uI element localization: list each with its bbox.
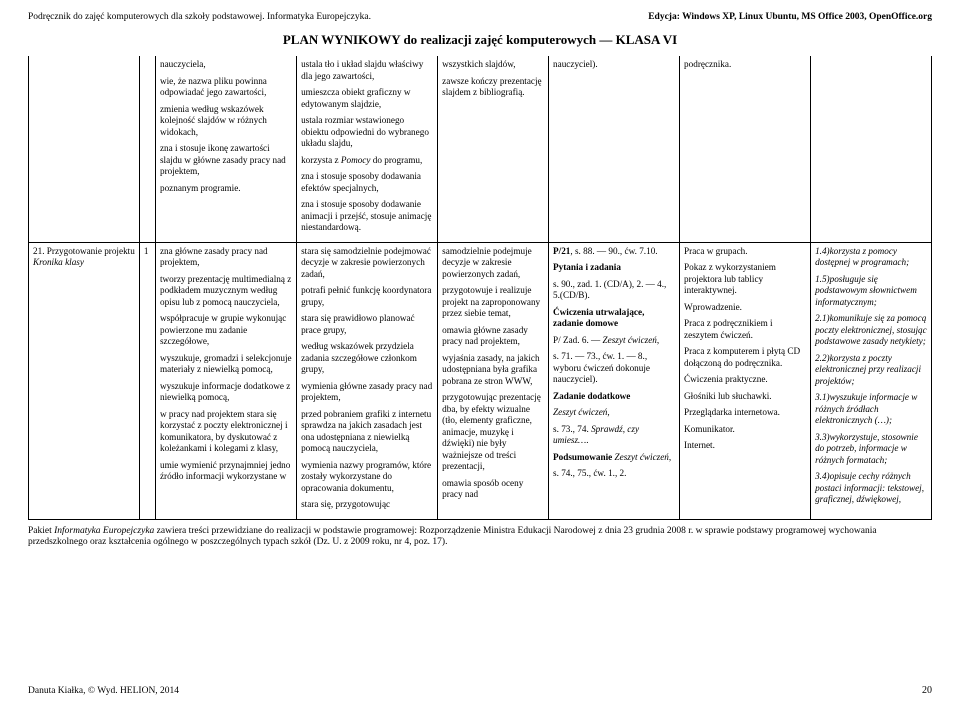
table-row: nauczyciela, wie, że nazwa pliku powinna …: [29, 56, 932, 242]
text: zawiera treści przewidziane do realizacj…: [28, 526, 877, 548]
list-item: zawsze kończy prezentację slajdem z bibl…: [442, 76, 544, 99]
list-item: P/ Zad. 6. — Zeszyt ćwiczeń,: [553, 335, 675, 347]
list-item: przygotowując prezentację dba, by efekty…: [442, 392, 544, 473]
list-item: s. 73., 74. Sprawdź, czy umiesz….: [553, 424, 675, 447]
row-number: 21.: [33, 246, 44, 256]
cell-r1-c: nauczyciela, wie, że nazwa pliku powinna …: [155, 56, 296, 242]
page-header: Podręcznik do zajęć komputerowych dla sz…: [28, 12, 932, 22]
list-item: tworzy prezentację multimedialną z podkł…: [160, 274, 292, 309]
list-item: Wprowadzenie.: [684, 302, 806, 314]
cell-r2-e: samodzielnie podejmuje decyzje w zakresi…: [438, 242, 549, 519]
cell-r2-g: Praca w grupach. Pokaz z wykorzystaniem p…: [680, 242, 811, 519]
list-item: zmienia według wskazówek kolejność slajd…: [160, 104, 292, 139]
list-item: wyszukuje, gromadzi i selekcjonuje mater…: [160, 353, 292, 376]
list-item: nauczyciela,: [160, 59, 292, 71]
list-item: omawia główne zasady pracy nad projektem…: [442, 325, 544, 348]
text: podręcznika.: [684, 59, 731, 69]
list-item: korzysta z Pomocy do programu,: [301, 155, 433, 167]
list-item: wyjaśnia zasady, na jakich udostępniana …: [442, 353, 544, 388]
list-item: w pracy nad projektem stara się korzysta…: [160, 409, 292, 455]
cell-continued-b: [139, 56, 155, 242]
author-footer: Danuta Kiałka, © Wyd. HELION, 2014: [28, 686, 179, 696]
cell-r2-c: zna główne zasady pracy nad projektem, tw…: [155, 242, 296, 519]
row-title: Przygotowanie projektu: [47, 246, 135, 256]
list-item: Praca w grupach.: [684, 246, 806, 258]
lesson-plan-table: nauczyciela, wie, że nazwa pliku powinna …: [28, 56, 932, 520]
list-item: ustala tło i układ slajdu właściwy dla j…: [301, 59, 433, 82]
plan-title: PLAN WYNIKOWY do realizacji zajęć komput…: [28, 32, 932, 48]
table-row: 21. Przygotowanie projektu Kronika klasy…: [29, 242, 932, 519]
list-item: stara się, przygotowując: [301, 499, 433, 511]
list-item: zna i stosuje ikonę zawartości slajdu w …: [160, 143, 292, 178]
list-item: wymienia główne zasady pracy nad projekt…: [301, 381, 433, 404]
list-item: współpracuje w grupie wykonując powierzo…: [160, 313, 292, 348]
list-item: przed pobraniem grafiki z internetu spra…: [301, 409, 433, 455]
list-item: Praca z podręcznikiem i zeszytem ćwiczeń…: [684, 318, 806, 341]
list-item: Przeglądarka internetowa.: [684, 407, 806, 419]
list-item: s. 90., zad. 1. (CD/A), 2. — 4., 5.(CD/B…: [553, 279, 675, 302]
list-item: przygotowuje i realizuje projekt na zapr…: [442, 285, 544, 320]
cell-r1-e: wszystkich slajdów, zawsze kończy prezent…: [438, 56, 549, 242]
list-item: Zeszyt ćwiczeń,: [553, 407, 675, 419]
list-item: P/21, s. 88. — 90., ćw. 7.10.: [553, 246, 675, 258]
list-item: poznanym programie.: [160, 183, 292, 195]
cell-continued-a: [29, 56, 140, 242]
text: Informatyka Europejczyka: [54, 526, 154, 536]
list-item: Głośniki lub słuchawki.: [684, 391, 806, 403]
cell-r1-d: ustala tło i układ slajdu właściwy dla j…: [297, 56, 438, 242]
row-subtitle: Kronika klasy: [33, 257, 84, 267]
cell-r2-f: P/21, s. 88. — 90., ćw. 7.10. Pytania i z…: [549, 242, 680, 519]
text: nauczyciel).: [553, 59, 598, 69]
list-item: zna i stosuje sposoby dodawanie animacji…: [301, 199, 433, 234]
list-item: wyszukuje informacje dodatkowe z niewiel…: [160, 381, 292, 404]
list-item: umie wymienić przynajmniej jedno źródło …: [160, 460, 292, 483]
list-item: omawia sposób oceny pracy nad: [442, 478, 544, 501]
list-item: Internet.: [684, 440, 806, 452]
list-item: s. 71. — 73., ćw. 1. — 8., wyboru ćwicze…: [553, 351, 675, 386]
cell-r1-g: podręcznika.: [680, 56, 811, 242]
list-item: umieszcza obiekt graficzny w edytowanym …: [301, 87, 433, 110]
list-item: samodzielnie podejmuje decyzje w zakresi…: [442, 246, 544, 281]
list-item: potrafi pełnić funkcję koordynatora grup…: [301, 285, 433, 308]
list-item: Pokaz z wykorzystaniem projektora lub ta…: [684, 262, 806, 297]
list-item: 2.1)komunikuje się za pomocą poczty elek…: [815, 313, 927, 348]
header-left: Podręcznik do zajęć komputerowych dla sz…: [28, 12, 371, 22]
page-number: 20: [922, 685, 932, 696]
cell-r1-f: nauczyciel).: [549, 56, 680, 242]
list-item: Pytania i zadania: [553, 262, 675, 274]
list-item: stara się samodzielnie podejmować decyzj…: [301, 246, 433, 281]
list-item: Komunikator.: [684, 424, 806, 436]
cell-r2-h: 1.4)korzysta z pomocy dostępnej w progra…: [811, 242, 932, 519]
cell-r2-d: stara się samodzielnie podejmować decyzj…: [297, 242, 438, 519]
list-item: wymienia nazwy programów, które zostały …: [301, 460, 433, 495]
list-item: zna i stosuje sposoby dodawania efektów …: [301, 171, 433, 194]
list-item: 3.3)wykorzystuje, stosownie do potrzeb, …: [815, 432, 927, 467]
list-item: Ćwiczenia utrwalające, zadanie domowe: [553, 307, 675, 330]
cell-r1-h: [811, 56, 932, 242]
list-item: Zadanie dodatkowe: [553, 391, 675, 403]
list-item: Praca z komputerem i płytą CD dołączoną …: [684, 346, 806, 369]
list-item: 1.5)posługuje się podstawowym słownictwe…: [815, 274, 927, 309]
list-item: wie, że nazwa pliku powinna odpowiadać j…: [160, 76, 292, 99]
list-item: 3.1)wyszukuje informacje w różnych źródł…: [815, 392, 927, 427]
list-item: Ćwiczenia praktyczne.: [684, 374, 806, 386]
list-item: zna główne zasady pracy nad projektem,: [160, 246, 292, 269]
list-item: Podsumowanie Zeszyt ćwiczeń,: [553, 452, 675, 464]
list-item: 1.4)korzysta z pomocy dostępnej w progra…: [815, 246, 927, 269]
list-item: 2.2)korzysta z poczty elektronicznej prz…: [815, 353, 927, 388]
cell-r2-a: 21. Przygotowanie projektu Kronika klasy: [29, 242, 140, 519]
list-item: według wskazówek przydziela zadania szcz…: [301, 341, 433, 376]
text: Pakiet: [28, 526, 54, 536]
hours: 1: [144, 246, 149, 256]
list-item: s. 74., 75., ćw. 1., 2.: [553, 468, 675, 480]
cell-r2-b: 1: [139, 242, 155, 519]
list-item: 3.4)opisuje cechy różnych postaci inform…: [815, 471, 927, 506]
list-item: stara się prawidłowo planować prace grup…: [301, 313, 433, 336]
footer-note: Pakiet Informatyka Europejczyka zawiera …: [28, 526, 932, 550]
list-item: wszystkich slajdów,: [442, 59, 544, 71]
header-right: Edycja: Windows XP, Linux Ubuntu, MS Off…: [648, 12, 932, 22]
list-item: ustala rozmiar wstawionego obiektu odpow…: [301, 115, 433, 150]
